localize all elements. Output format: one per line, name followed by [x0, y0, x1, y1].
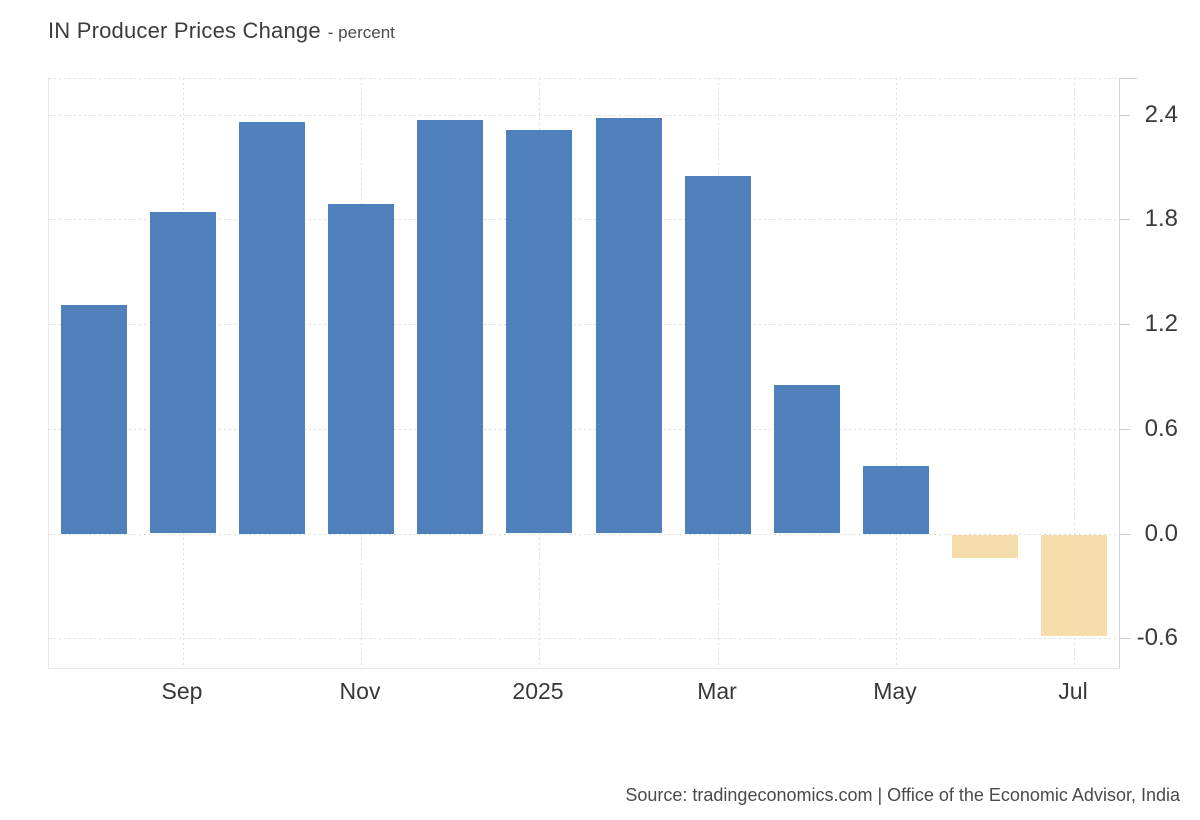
- bar-aug-2024[interactable]: [61, 305, 127, 534]
- y-tick-label: 1.2: [1144, 310, 1178, 337]
- y-gridline: [49, 534, 1119, 535]
- x-tick-label: 2025: [512, 678, 564, 704]
- plot-top-border: [49, 78, 1119, 79]
- y-tick-label: -0.6: [1136, 624, 1178, 651]
- plot-area: [48, 78, 1120, 669]
- y-axis-tick: [1119, 638, 1130, 639]
- y-axis-top-tick: [1119, 78, 1137, 79]
- bar-jul-2025[interactable]: [1041, 535, 1107, 636]
- y-gridline: [49, 429, 1119, 430]
- y-tick-label: 2.4: [1144, 101, 1178, 128]
- y-axis-tick: [1119, 429, 1130, 430]
- bar-mar-2025[interactable]: [685, 176, 751, 534]
- x-tick-label: Mar: [697, 678, 737, 704]
- bar-dec-2024[interactable]: [417, 120, 483, 534]
- bar-may-2025[interactable]: [863, 466, 929, 534]
- chart-title: IN Producer Prices Change: [48, 18, 321, 43]
- y-axis-tick: [1119, 219, 1130, 220]
- x-gridline: [896, 78, 897, 668]
- bar-apr-2025[interactable]: [774, 385, 840, 533]
- bar-feb-2025[interactable]: [596, 118, 662, 533]
- y-tick-label: 0.6: [1144, 415, 1178, 442]
- y-gridline: [49, 638, 1119, 639]
- y-axis-tick: [1119, 324, 1130, 325]
- y-axis-tick: [1119, 534, 1130, 535]
- bar-sep-2024[interactable]: [150, 212, 216, 533]
- y-tick-label: 1.8: [1144, 205, 1178, 232]
- chart-header: IN Producer Prices Change - percent: [48, 18, 395, 44]
- bar-jun-2025[interactable]: [952, 535, 1018, 558]
- x-gridline: [1074, 78, 1075, 668]
- x-tick-label: Jul: [1058, 678, 1088, 704]
- y-gridline: [49, 219, 1119, 220]
- bar-oct-2024[interactable]: [239, 122, 305, 534]
- y-gridline: [49, 115, 1119, 116]
- x-tick-label: Sep: [161, 678, 203, 704]
- chart-subtitle: - percent: [327, 23, 395, 42]
- bar-jan-2025[interactable]: [506, 130, 572, 533]
- y-tick-label: 0.0: [1144, 520, 1178, 547]
- x-tick-label: May: [873, 678, 917, 704]
- source-attribution: Source: tradingeconomics.com | Office of…: [625, 785, 1180, 805]
- bar-nov-2024[interactable]: [328, 204, 394, 534]
- y-gridline: [49, 324, 1119, 325]
- x-tick-label: Nov: [339, 678, 381, 704]
- y-axis-tick: [1119, 115, 1130, 116]
